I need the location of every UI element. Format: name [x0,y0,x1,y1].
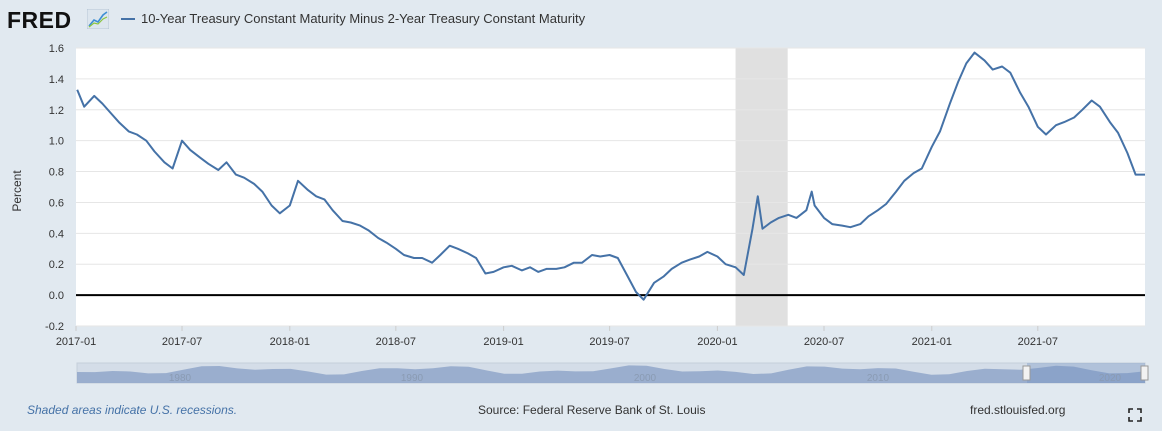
fred-logo[interactable]: FRED [7,7,72,33]
navigator-area [77,365,1145,383]
navigator-label: 2020 [1099,373,1122,384]
range-navigator[interactable]: 1980 1990 2000 2010 2020 [76,362,1149,384]
chart-legend[interactable]: 10-Year Treasury Constant Maturity Minus… [121,11,585,26]
navigator-labels: 1980 1990 2000 2010 2020 [169,373,1122,384]
x-tick-label: 2020-01 [697,336,737,348]
x-tick-label: 2019-07 [589,336,629,348]
x-tick-label: 2020-07 [804,336,844,348]
recession-band [735,48,788,326]
navigator-label: 2010 [867,373,890,384]
y-tick-label: 1.6 [49,43,64,55]
x-tick-label: 2017-07 [162,336,202,348]
y-tick-label: 0.6 [49,197,64,209]
navigator-selection [1027,363,1145,383]
fred-url[interactable]: fred.stlouisfed.org [970,403,1066,417]
navigator-right-handle [1140,365,1149,381]
y-tick-labels: -0.2 0.0 0.2 0.4 0.6 0.8 1.0 1.2 1.4 1.6 [45,43,64,333]
source-text: Source: Federal Reserve Bank of St. Loui… [478,403,706,417]
x-tick-label: 2018-07 [376,336,416,348]
x-tick-label: 2017-01 [56,336,96,348]
fullscreen-icon[interactable] [1128,408,1142,422]
x-tick-labels: 2017-01 2017-07 2018-01 2018-07 2019-01 2019-… [56,326,1058,348]
x-tick-label: 2019-01 [483,336,523,348]
recession-band-layer [735,48,788,326]
y-tick-label: 0.2 [49,259,64,271]
navigator-left-handle [1022,365,1031,381]
y-tick-label: 1.4 [49,74,64,86]
y-tick-label: 1.0 [49,136,64,148]
x-tick-label: 2021-01 [912,336,952,348]
chart-line-icon [87,9,109,29]
x-tick-label: 2021-07 [1018,336,1058,348]
legend-swatch [121,17,135,20]
series-line [76,51,1145,301]
y-tick-label: 0.4 [49,228,64,240]
legend-label: 10-Year Treasury Constant Maturity Minus… [141,11,586,26]
navigator-label: 1990 [401,373,424,384]
series-layer [76,51,1145,301]
navigator-label: 2000 [634,373,657,384]
y-tick-label: 0.0 [49,290,64,302]
y-tick-label: 0.8 [49,167,64,179]
recession-note: Shaded areas indicate U.S. recessions. [27,403,238,417]
y-tick-label: 1.2 [49,105,64,117]
gridlines [76,47,1145,327]
navigator-label: 1980 [169,373,192,384]
x-tick-label: 2018-01 [270,336,310,348]
plot-area [76,48,1145,326]
y-tick-label: -0.2 [45,321,64,333]
y-axis-label: Percent [10,170,24,212]
